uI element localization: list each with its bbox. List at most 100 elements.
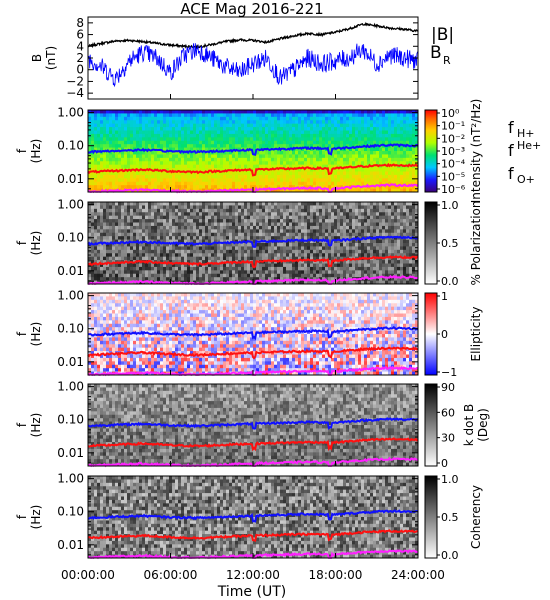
spectrogram-cell — [229, 236, 233, 240]
spectrogram-cell — [199, 181, 203, 186]
spectrogram-cell — [400, 147, 404, 152]
spectrogram-cell — [304, 171, 308, 176]
spectrogram-cell — [193, 133, 197, 138]
spectrogram-cell — [331, 212, 335, 217]
spectrogram-cell — [373, 164, 377, 169]
spectrogram-cell — [310, 249, 314, 254]
spectrogram-cell — [271, 202, 275, 206]
spectrogram-cell — [367, 113, 371, 118]
spectrogram-cell — [271, 157, 275, 162]
spectrogram-cell — [94, 219, 98, 223]
spectrogram-cell — [406, 181, 410, 186]
spectrogram-cell — [157, 140, 161, 145]
spectrogram-cell — [115, 130, 119, 135]
spectrogram-cell — [220, 185, 224, 189]
spectrogram-cell — [127, 246, 131, 251]
spectrogram-cell — [106, 123, 110, 128]
spectrogram-cell — [181, 174, 185, 179]
spectrogram-cell — [301, 188, 305, 193]
spectrogram-cell — [250, 219, 254, 223]
spectrogram-cell — [184, 171, 188, 176]
spectrogram-cell — [337, 151, 341, 155]
spectrogram-cell — [292, 127, 296, 131]
spectrogram-cell — [406, 154, 410, 159]
spectrogram-cell — [220, 256, 224, 261]
spectrogram-cell — [334, 219, 338, 223]
spectrogram-cell — [187, 280, 191, 285]
spectrogram-cell — [187, 225, 191, 230]
spectrogram-cell — [328, 174, 332, 179]
spectrogram-cell — [388, 181, 392, 186]
spectrogram-cell — [328, 270, 332, 275]
spectrogram-cell — [181, 236, 185, 240]
spectrogram-cell — [163, 208, 167, 213]
spectrogram-cell — [97, 178, 101, 183]
spectrogram-cell — [337, 164, 341, 169]
spectrogram-cell — [208, 181, 212, 186]
spectrogram-cell — [343, 273, 347, 278]
spectrogram-cell — [238, 178, 242, 183]
spectrogram-cell — [331, 154, 335, 159]
spectrogram-cell — [121, 171, 125, 176]
spectrogram-cell — [91, 232, 95, 237]
spectrogram-cell — [283, 137, 287, 142]
spectrogram-cell — [136, 181, 140, 186]
spectrogram-cell — [256, 205, 260, 210]
spectrogram-cell — [349, 133, 353, 138]
spectrogram-cell — [187, 123, 191, 128]
spectrogram-cell — [238, 140, 242, 145]
spectrogram-cell — [328, 164, 332, 169]
spectrogram-cell — [106, 174, 110, 179]
spectrogram-cell — [406, 161, 410, 166]
spectrogram-cell — [271, 219, 275, 223]
spectrogram-cell — [253, 270, 257, 275]
spectrogram-cell — [334, 116, 338, 121]
spectrogram-cell — [145, 249, 149, 254]
spectrogram-cell — [415, 130, 419, 135]
spectrogram-cell — [223, 205, 227, 210]
spectrogram-cell — [373, 174, 377, 179]
spectrogram-cell — [166, 181, 170, 186]
spectrogram-cell — [397, 188, 401, 193]
spectrogram-cell — [334, 161, 338, 166]
spectrogram-cell — [355, 140, 359, 145]
spectrogram-cell — [157, 277, 161, 281]
spectrogram-cell — [373, 133, 377, 138]
spectrogram-cell — [133, 208, 137, 213]
spectrogram-cell — [307, 144, 311, 148]
spectrogram-cell — [346, 260, 350, 264]
spectrogram-cell — [292, 219, 296, 223]
spectrogram-cell — [316, 205, 320, 210]
spectrogram-cell — [247, 181, 251, 186]
spectrogram-cell — [178, 113, 182, 118]
spectrogram-cell — [166, 236, 170, 240]
spectrogram-cell — [106, 154, 110, 159]
spectrogram-cell — [139, 120, 143, 125]
spectrogram-cell — [154, 127, 158, 131]
spectrogram-cell — [154, 202, 158, 206]
spectrogram-cell — [319, 246, 323, 251]
spectrogram-cell — [208, 263, 212, 268]
spectrogram-cell — [337, 202, 341, 206]
spectrogram-cell — [373, 116, 377, 121]
spectrogram-cell — [115, 157, 119, 162]
spectrogram-cell — [292, 256, 296, 261]
spectrogram-cell — [205, 137, 209, 142]
spectrogram-cell — [235, 256, 239, 261]
spectrogram-cell — [97, 127, 101, 131]
spectrogram-cell — [109, 219, 113, 223]
spectrogram-cell — [190, 140, 194, 145]
spectrogram-cell — [181, 130, 185, 135]
spectrogram-cell — [112, 151, 116, 155]
spectrogram-cell — [244, 178, 248, 183]
spectrogram-cell — [265, 243, 269, 247]
spectrogram-cell — [259, 116, 263, 121]
spectrogram-cell — [277, 273, 281, 278]
spectrogram-cell — [148, 222, 152, 227]
spectrogram-cell — [130, 266, 134, 271]
spectrogram-cell — [304, 113, 308, 118]
spectrogram-cell — [241, 130, 245, 135]
spectrogram-cell — [163, 174, 167, 179]
spectrogram-cell — [361, 202, 365, 206]
spectrogram-cell — [367, 246, 371, 251]
